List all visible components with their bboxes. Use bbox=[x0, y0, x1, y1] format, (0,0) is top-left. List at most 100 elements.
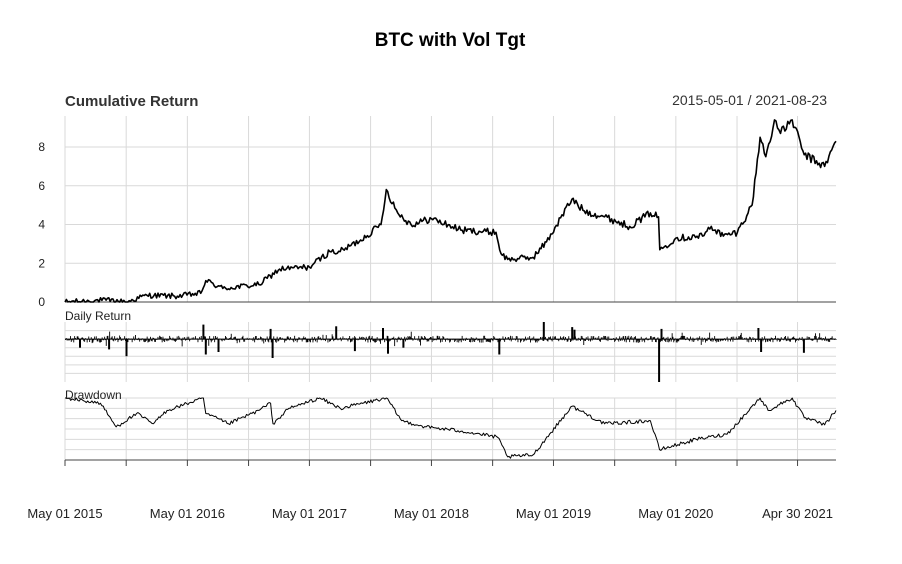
daily-return-bar bbox=[373, 339, 375, 342]
daily-return-bar bbox=[618, 339, 620, 342]
daily-return-bar bbox=[410, 336, 411, 340]
daily-return-bar bbox=[95, 336, 97, 340]
daily-return-bar bbox=[334, 339, 336, 340]
drawdown-line bbox=[65, 397, 837, 459]
daily-return-bar bbox=[190, 338, 192, 340]
daily-return-bar bbox=[770, 339, 771, 342]
daily-return-bar bbox=[635, 339, 637, 343]
daily-return-bar bbox=[527, 337, 529, 340]
daily-return-bar bbox=[67, 339, 69, 340]
daily-return-bar bbox=[459, 339, 461, 341]
daily-return-bar bbox=[454, 339, 456, 342]
daily-return-bar bbox=[773, 339, 775, 340]
daily-return-bar bbox=[424, 336, 426, 340]
daily-return-bar bbox=[320, 337, 321, 340]
daily-return-bar bbox=[70, 336, 71, 340]
daily-return-bar bbox=[221, 339, 223, 342]
daily-return-bar bbox=[239, 339, 241, 343]
daily-return-bar bbox=[689, 339, 691, 342]
daily-return-bar bbox=[201, 339, 203, 342]
daily-return-bar bbox=[617, 339, 619, 341]
daily-return-bar bbox=[611, 339, 613, 340]
daily-return-bar bbox=[359, 336, 361, 340]
daily-return-bar bbox=[552, 336, 554, 340]
daily-return-bar bbox=[89, 339, 91, 342]
daily-return-bar bbox=[649, 338, 651, 340]
daily-return-bar bbox=[220, 339, 222, 341]
daily-return-bar bbox=[636, 339, 638, 343]
daily-return-bar bbox=[557, 339, 559, 341]
daily-return-bar bbox=[835, 339, 837, 340]
daily-return-bar bbox=[641, 339, 643, 342]
daily-return-bar bbox=[123, 338, 125, 340]
daily-return-bar bbox=[450, 339, 451, 342]
daily-return-bar bbox=[141, 338, 143, 340]
daily-return-bar bbox=[393, 336, 395, 340]
daily-return-bar bbox=[521, 338, 523, 340]
daily-return-bar bbox=[82, 337, 84, 340]
daily-return-bar bbox=[129, 339, 131, 340]
daily-return-bar bbox=[172, 337, 174, 340]
daily-return-bar bbox=[293, 339, 295, 343]
daily-return-bar bbox=[163, 339, 165, 342]
daily-return-bar bbox=[174, 339, 176, 342]
daily-return-bar bbox=[674, 339, 676, 341]
daily-return-bar bbox=[720, 339, 721, 342]
daily-return-bar bbox=[576, 338, 578, 340]
daily-return-bar bbox=[292, 339, 294, 341]
daily-return-bar bbox=[125, 339, 126, 341]
daily-return-bar bbox=[638, 339, 640, 343]
x-tick-labels: May 01 2015 May 01 2016 May 01 2017 May 01 … bbox=[27, 506, 833, 521]
daily-return-bar bbox=[351, 339, 353, 342]
daily-return-bar bbox=[665, 339, 666, 342]
daily-return-bar bbox=[252, 339, 254, 342]
daily-return-bar bbox=[816, 339, 818, 343]
daily-return-bar bbox=[769, 339, 771, 342]
daily-return-bar bbox=[487, 339, 489, 342]
daily-return-bar bbox=[305, 337, 306, 340]
daily-return-bar bbox=[526, 339, 528, 340]
daily-return-bar bbox=[690, 339, 692, 340]
drawdown-panel bbox=[65, 397, 837, 459]
daily-return-bar bbox=[395, 339, 397, 340]
daily-return-bar bbox=[725, 338, 727, 340]
daily-return-bar bbox=[651, 339, 653, 342]
daily-return-bar bbox=[116, 337, 118, 340]
daily-return-bar bbox=[345, 338, 346, 340]
daily-return-bar bbox=[154, 339, 156, 342]
daily-return-bar bbox=[327, 339, 329, 343]
daily-return-bar bbox=[591, 339, 593, 341]
daily-return-bar bbox=[430, 337, 431, 340]
daily-return-bar bbox=[144, 339, 146, 343]
daily-return-bar bbox=[409, 336, 411, 340]
daily-return-bar bbox=[503, 339, 505, 341]
daily-return-bar bbox=[165, 338, 166, 340]
daily-return-bar bbox=[730, 337, 732, 340]
daily-return-bar bbox=[627, 337, 629, 340]
daily-return-bar bbox=[313, 339, 315, 341]
daily-return-bar bbox=[148, 339, 150, 342]
daily-return-bar bbox=[482, 339, 484, 343]
daily-return-bar-notable bbox=[660, 328, 663, 340]
daily-return-bar bbox=[140, 339, 141, 340]
daily-return-bar bbox=[610, 339, 611, 340]
daily-return-bar bbox=[97, 339, 99, 342]
daily-return-bar bbox=[360, 338, 361, 340]
daily-return-bar bbox=[637, 339, 639, 341]
daily-return-bar bbox=[585, 339, 586, 341]
daily-return-bar bbox=[499, 338, 501, 340]
daily-return-bar bbox=[193, 337, 195, 340]
daily-return-bar bbox=[87, 339, 89, 340]
daily-return-bar bbox=[586, 339, 588, 340]
gridlines bbox=[64, 116, 836, 461]
daily-return-bar bbox=[456, 339, 458, 343]
daily-return-bar bbox=[540, 338, 542, 340]
daily-return-bar bbox=[829, 339, 831, 342]
daily-return-bar bbox=[192, 339, 194, 340]
daily-return-bar bbox=[184, 337, 186, 340]
daily-return-bar bbox=[372, 339, 374, 341]
daily-return-bar bbox=[121, 338, 123, 340]
daily-return-bar bbox=[763, 339, 765, 340]
daily-return-bar bbox=[818, 337, 820, 340]
daily-return-bar bbox=[608, 336, 610, 340]
